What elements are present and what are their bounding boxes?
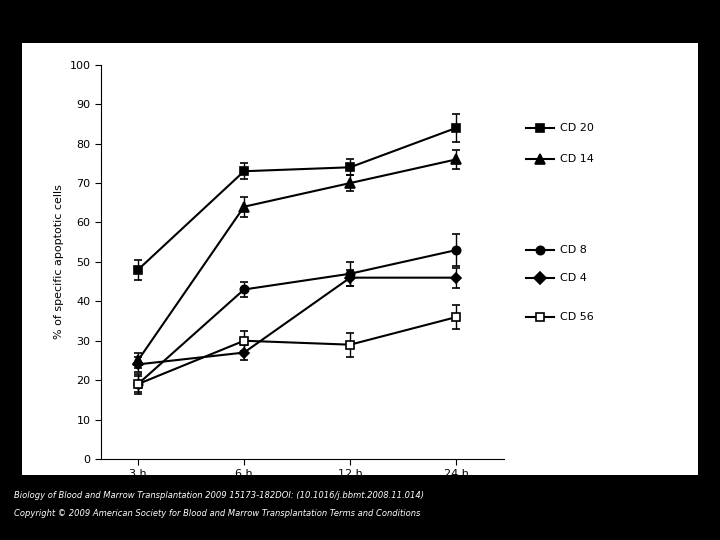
Text: CD 20: CD 20 <box>560 123 594 133</box>
Y-axis label: % of specific apoptotic cells: % of specific apoptotic cells <box>54 185 64 339</box>
Text: CD 56: CD 56 <box>560 312 594 322</box>
Text: Copyright © 2009 American Society for Blood and Marrow Transplantation Terms and: Copyright © 2009 American Society for Bl… <box>14 509 420 518</box>
Text: Biology of Blood and Marrow Transplantation 2009 15173-182DOI: (10.1016/j.bbmt.2: Biology of Blood and Marrow Transplantat… <box>14 490 424 500</box>
Text: Figure 3: Figure 3 <box>332 24 388 38</box>
Text: CD 8: CD 8 <box>560 245 587 255</box>
Text: CD 14: CD 14 <box>560 154 594 164</box>
Text: CD 4: CD 4 <box>560 273 587 282</box>
